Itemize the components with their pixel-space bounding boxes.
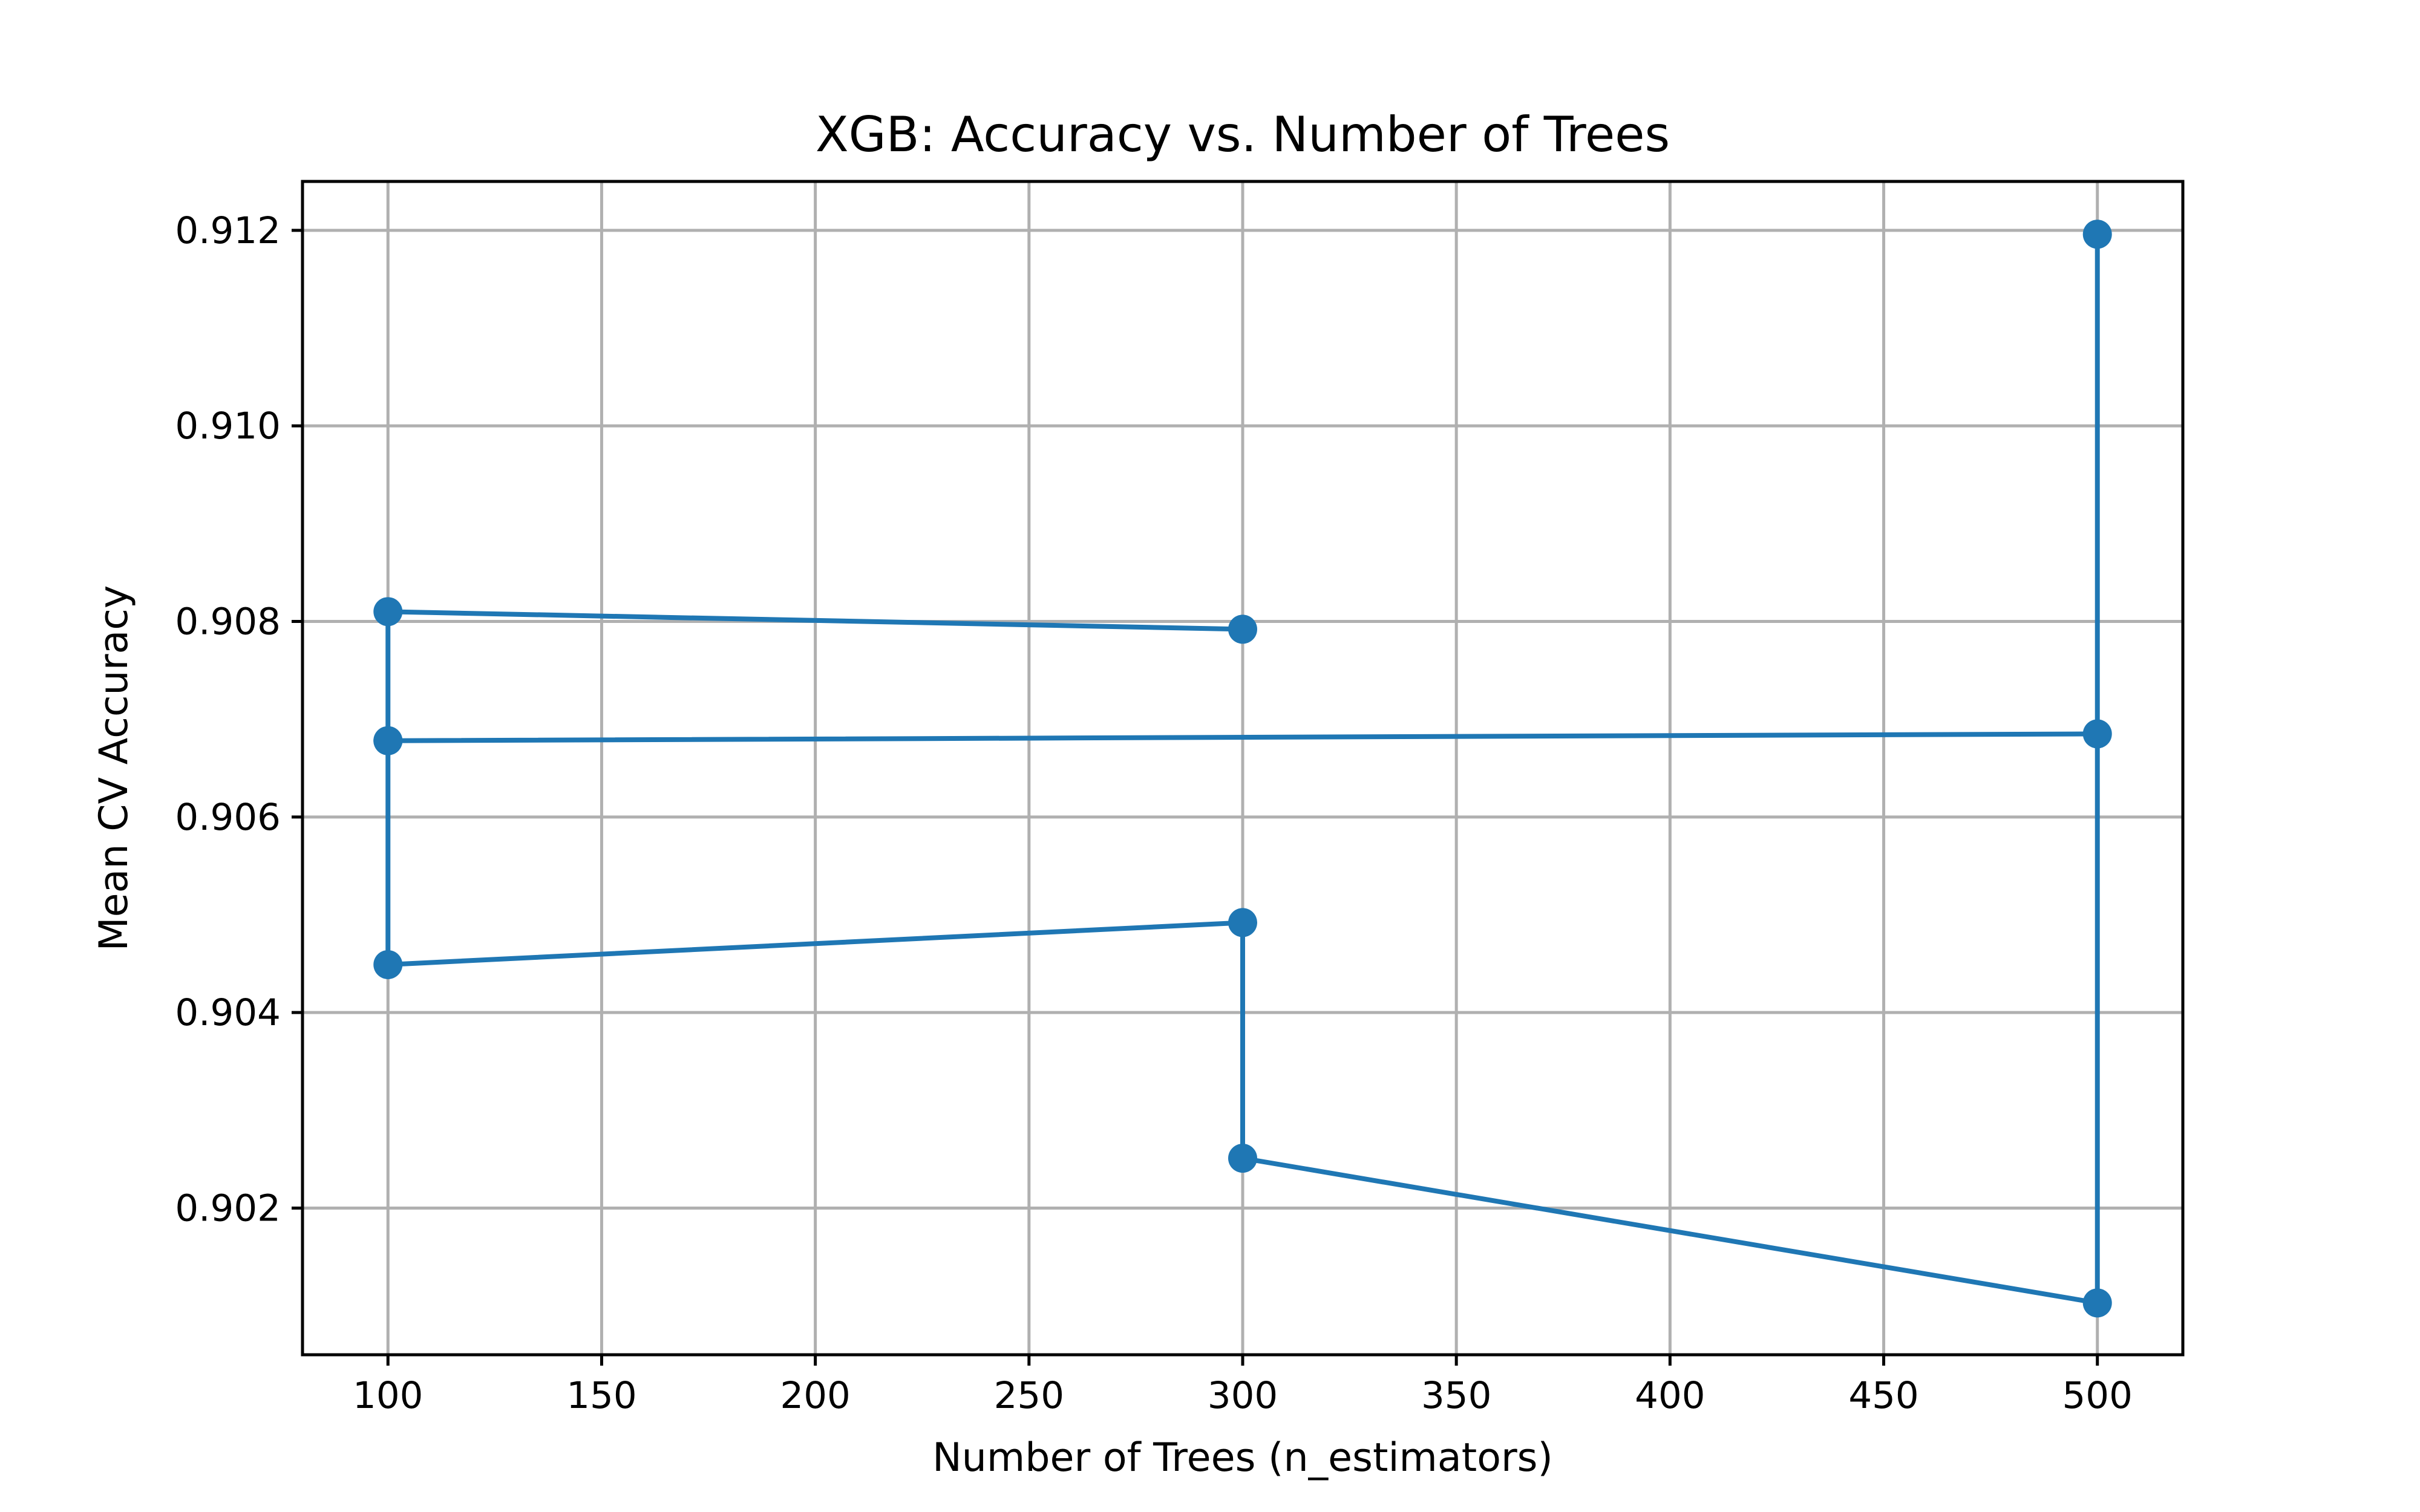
x-tick-label: 150 [566,1374,636,1417]
data-point [2082,719,2112,749]
data-point [373,597,403,627]
x-tick-label: 200 [780,1374,850,1417]
data-point [373,950,403,979]
y-axis-label: Mean CV Accuracy [91,585,137,951]
y-tick-label: 0.908 [175,601,281,644]
y-tick-label: 0.910 [175,405,281,448]
x-tick-label: 350 [1421,1374,1491,1417]
series-line [385,232,2100,1306]
series-layer [373,220,2112,1318]
x-tick-label: 250 [994,1374,1064,1417]
y-tick-label: 0.912 [175,209,281,252]
x-axis-label: Number of Trees (n_estimators) [932,1435,1553,1481]
data-point [2082,1288,2112,1318]
grid-layer [302,181,2183,1355]
y-tick-label: 0.904 [175,991,281,1034]
y-tick-label: 0.902 [175,1187,281,1230]
tick-layer: 100 150 200 250 300 350 400 450 500 0.902 0.904 0.9… [175,209,2133,1417]
data-point [1228,908,1257,937]
x-tick-label: 500 [2062,1374,2133,1417]
x-tick-label: 100 [353,1374,423,1417]
data-point [373,726,403,755]
x-tick-label: 300 [1208,1374,1278,1417]
x-tick-label: 400 [1635,1374,1705,1417]
plot-frame [301,180,2185,1357]
y-tick-label: 0.906 [175,796,281,839]
chart-title: XGB: Accuracy vs. Number of Trees [816,106,1670,163]
data-point [1228,1144,1257,1173]
x-tick-label: 450 [1848,1374,1918,1417]
data-point [1228,614,1257,644]
data-point [2082,220,2112,249]
